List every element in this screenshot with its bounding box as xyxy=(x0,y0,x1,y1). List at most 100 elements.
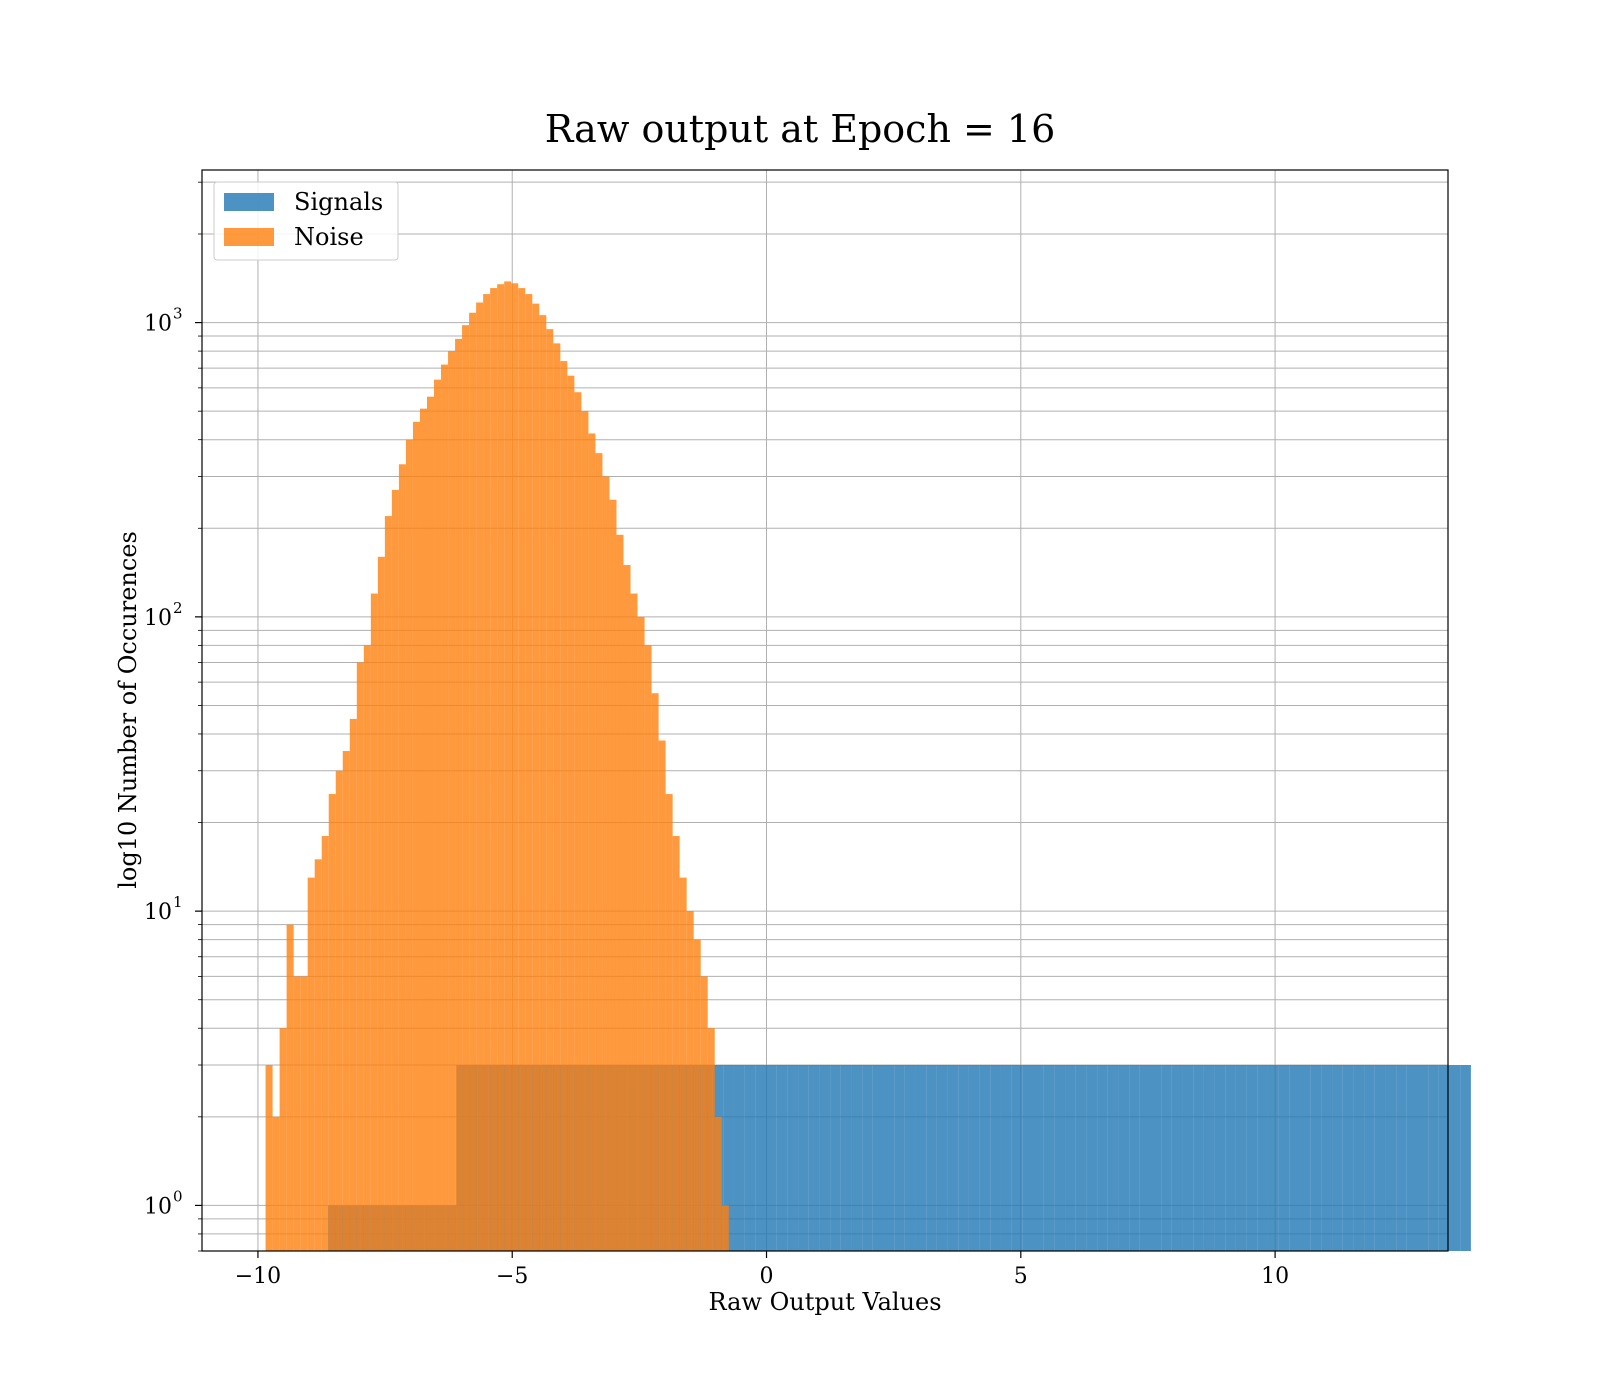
bar-signals xyxy=(979,1065,991,1251)
bar-signals xyxy=(936,1065,948,1251)
bar-signals xyxy=(755,1065,767,1251)
bar-signals xyxy=(1332,1065,1343,1251)
bar-noise xyxy=(700,976,708,1251)
bar-signals xyxy=(915,1065,927,1251)
bar-signals xyxy=(1310,1065,1322,1251)
bar-noise xyxy=(462,325,470,1251)
bar-noise xyxy=(686,911,694,1251)
bar-signals xyxy=(947,1065,959,1251)
bar-signals xyxy=(958,1065,969,1251)
bar-noise xyxy=(377,556,385,1251)
bar-signals xyxy=(808,1065,820,1251)
bar-signals xyxy=(1171,1065,1183,1251)
bar-noise xyxy=(434,379,442,1251)
bar-noise xyxy=(265,1065,273,1251)
bar-signals xyxy=(1225,1065,1236,1251)
bar-noise xyxy=(595,453,603,1251)
bar-noise xyxy=(581,411,589,1252)
bar-noise xyxy=(307,877,315,1251)
bar-noise xyxy=(672,836,680,1251)
bar-signals xyxy=(1043,1065,1055,1251)
legend-swatch-noise xyxy=(224,228,274,246)
bar-signals xyxy=(1065,1065,1076,1251)
bar-noise xyxy=(588,433,596,1252)
bar-signals xyxy=(1150,1065,1162,1251)
bar-signals xyxy=(872,1065,884,1251)
bar-noise xyxy=(286,924,294,1251)
bar-noise xyxy=(272,1116,280,1251)
bar-noise xyxy=(356,662,364,1251)
bar-noise xyxy=(567,375,575,1252)
bar-noise xyxy=(497,284,505,1251)
bar-signals xyxy=(1033,1065,1044,1251)
plot-frame xyxy=(201,169,1449,1252)
bar-noise xyxy=(405,439,413,1251)
y-tick-label: 10 xyxy=(144,606,172,631)
y-tick-label: 10 xyxy=(144,1194,172,1219)
bar-noise xyxy=(419,408,427,1251)
bar-signals xyxy=(1235,1065,1247,1251)
x-axis-label: Raw Output Values xyxy=(708,1288,941,1316)
bar-noise xyxy=(714,1116,722,1251)
bar-noise xyxy=(321,836,329,1251)
chart-title: Raw output at Epoch = 16 xyxy=(545,107,1056,151)
bar-noise xyxy=(693,939,701,1251)
bar-noise xyxy=(651,693,659,1251)
bar-noise xyxy=(637,616,645,1251)
x-tick-label: 0 xyxy=(760,1264,774,1289)
bar-signals xyxy=(1107,1065,1119,1251)
bar-signals xyxy=(1086,1065,1098,1251)
bar-signals xyxy=(744,1065,756,1251)
bar-signals xyxy=(1203,1065,1215,1251)
histogram-bars xyxy=(265,281,1471,1252)
bar-noise xyxy=(300,976,308,1251)
bar-noise xyxy=(455,338,463,1251)
y-tick-label: 10 xyxy=(144,312,172,337)
bar-signals xyxy=(1000,1065,1012,1251)
bar-noise xyxy=(707,1028,715,1251)
bar-signals xyxy=(776,1065,788,1251)
bar-signals xyxy=(1182,1065,1194,1251)
bar-signals xyxy=(766,1065,777,1251)
bar-signals xyxy=(1396,1065,1407,1251)
bar-signals xyxy=(1139,1065,1151,1251)
bar-signals xyxy=(1289,1065,1301,1251)
bar-signals xyxy=(1342,1065,1354,1251)
bar-noise xyxy=(609,499,617,1252)
bar-signals xyxy=(1246,1065,1258,1251)
bar-noise xyxy=(511,283,519,1252)
bar-noise xyxy=(412,421,420,1251)
bar-noise xyxy=(483,294,491,1252)
bar-signals xyxy=(1075,1065,1087,1251)
bar-signals xyxy=(819,1065,831,1251)
bar-noise xyxy=(518,288,526,1251)
bar-signals xyxy=(1193,1065,1204,1251)
bar-noise xyxy=(370,593,378,1251)
bar-signals xyxy=(1054,1065,1066,1251)
legend-swatch-signals xyxy=(224,193,274,211)
bar-noise xyxy=(644,645,652,1251)
bar-signals xyxy=(1321,1065,1333,1251)
x-tick-label: 10 xyxy=(1261,1264,1289,1289)
bar-signals xyxy=(851,1065,863,1251)
bar-noise xyxy=(441,364,449,1251)
bar-signals xyxy=(1118,1065,1130,1251)
bar-noise xyxy=(476,302,484,1251)
bar-signals xyxy=(862,1065,873,1251)
bar-signals xyxy=(733,1065,745,1251)
bar-noise xyxy=(539,315,547,1252)
bar-noise xyxy=(384,516,392,1251)
bar-noise xyxy=(490,288,498,1251)
bar-noise xyxy=(560,361,568,1252)
y-tick-exponent: 2 xyxy=(173,599,183,617)
bar-signals xyxy=(798,1065,809,1251)
bar-noise xyxy=(553,343,561,1251)
bar-signals xyxy=(1022,1065,1034,1251)
bar-signals xyxy=(1267,1065,1279,1251)
legend: Signals Noise xyxy=(213,181,399,261)
bar-noise xyxy=(391,489,399,1252)
bar-signals xyxy=(883,1065,895,1251)
bar-noise xyxy=(623,565,631,1251)
legend-label-noise: Noise xyxy=(294,223,364,251)
